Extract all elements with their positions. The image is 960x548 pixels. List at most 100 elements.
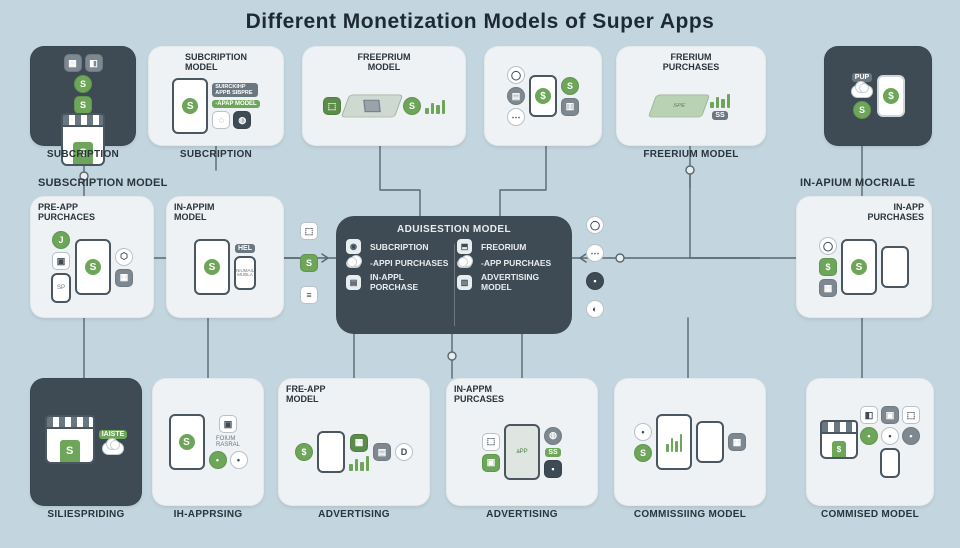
card-top-title: IN-APPIMMODEL — [174, 202, 276, 222]
card-top-title: FRE-APPMODEL — [286, 384, 422, 404]
hub-side-icon: ⋯ — [586, 244, 604, 262]
cube-icon — [363, 100, 380, 112]
dollar-icon: S — [204, 259, 220, 275]
card-freeprium-model: FREEPRIUMMODEL ⬚ S — [302, 46, 466, 146]
ring-icon: ◯ — [507, 66, 525, 84]
card-frerium-purchases: FRERIUMPURCHASES SPE SS — [616, 46, 766, 146]
hub-item: -APPI PURCHASES — [370, 258, 451, 268]
hub-item: FREORIUM — [481, 242, 562, 252]
chip-icon: ◌ — [212, 111, 230, 129]
phone-icon — [696, 421, 724, 463]
chip-icon: ⬡ — [115, 248, 133, 266]
storefront-icon: $ — [820, 425, 858, 459]
chip-icon: ◍ — [233, 111, 251, 129]
phone-icon: $ — [529, 75, 557, 117]
phone-icon: S — [172, 78, 208, 134]
hub-side-icon: S — [300, 254, 318, 272]
pill-icon: • — [230, 451, 248, 469]
hub-divider — [454, 244, 455, 326]
dollar-icon: S — [853, 101, 871, 119]
dollar-icon: $ — [295, 443, 313, 461]
card-label: FREERIUM MODEL — [616, 150, 766, 161]
chip-icon: ⋯ — [507, 108, 525, 126]
card-label: COMMISED MODEL — [806, 510, 934, 521]
hub-item: -APP PURCHAES — [481, 258, 562, 268]
sp-badge: SP — [57, 285, 65, 291]
dollar-icon: S — [182, 98, 198, 114]
hub-panel: ADUISESTION MODEL ◉ SUBCRIPTION ⬒ FREORI… — [336, 216, 572, 334]
mini-tag: SS — [545, 448, 560, 457]
cloud-icon — [346, 259, 361, 268]
dollar-icon: S — [403, 97, 421, 115]
barchart-icon — [349, 455, 369, 471]
chip-icon: ⬚ — [482, 433, 500, 451]
hub-side-icon: ◐ — [586, 300, 604, 318]
isometric-platform-icon — [341, 95, 403, 118]
card-top-title: SUBCRIPTIONMODEL — [185, 52, 247, 72]
pill-icon: • — [209, 451, 227, 469]
hub-item-icon: ⬒ — [457, 239, 472, 254]
card-ihapprsing: S ▣ FOIUMRASRAL • • — [152, 378, 264, 506]
hub-right-icons: ◯ ⋯ ▪ ◐ — [586, 216, 604, 318]
card-siliespriding: S IAISTE — [30, 378, 142, 506]
dollar-icon: $ — [535, 88, 551, 104]
hub-side-icon: ▪ — [586, 272, 604, 290]
section-label: IN-APIUM MOCRIALE — [800, 178, 915, 190]
platform-badge: SPE — [672, 104, 686, 109]
hub-side-icon: ⬚ — [300, 222, 318, 240]
chip-icon: ◧ — [860, 406, 878, 424]
phone-icon: NIUMAIL MUBLA — [234, 256, 256, 290]
hub-item: SUBCRIPTION — [370, 242, 451, 252]
isometric-platform-icon: SPE — [648, 95, 710, 118]
card-inapp-purchases: IN-APPPURCHASES ◯ $ ▦ S — [796, 196, 932, 318]
chip-icon: ▦ — [819, 279, 837, 297]
card-subscription-model: SUBCRIPTIONMODEL S SUIRCKIHP APPB SIBPRE… — [148, 46, 284, 146]
chip-icon: ⬚ — [902, 406, 920, 424]
chip-icon: ▣ — [219, 415, 237, 433]
chip-icon: ▣ — [881, 406, 899, 424]
card-label: COMMISSIING MODEL — [614, 510, 766, 521]
micro-text: FOIUMRASRAL — [216, 436, 240, 448]
cloud-icon — [851, 85, 873, 98]
hub-side-icon: ◯ — [586, 216, 604, 234]
phone-icon — [656, 414, 692, 470]
chip-icon: ◍ — [544, 427, 562, 445]
hub-left-icons: ⬚ S ≡ — [300, 222, 318, 304]
storefront-icon: S — [45, 420, 95, 464]
card-top-title: IN-APPMPURCASES — [454, 384, 590, 404]
cloud-icon — [457, 259, 472, 268]
card-top-title: PRE-APPPURCHACES — [38, 202, 146, 222]
card-top-title: IN-APPPURCHASES — [804, 202, 924, 222]
section-label: SUBSCRIPTION MODEL — [38, 178, 168, 190]
dollar-icon: S — [179, 434, 195, 450]
hub-item-icon: ◉ — [346, 239, 361, 254]
card-label: ADVERTISING — [446, 510, 598, 521]
chip-icon: ▣ — [52, 252, 70, 270]
d-badge-icon: D — [395, 443, 413, 461]
card-inappm-purcases: IN-APPMPURCASES ⬚ ▣ aPP ◍ SS ▪ — [446, 378, 598, 506]
card-commised-model: $ ◧ ▣ ⬚ • • • — [806, 378, 934, 506]
badge-j-icon: J — [52, 231, 70, 249]
mini-tag: -APAP MODEL — [212, 100, 259, 108]
card-subscription-dark: ▦ ◧ S S S — [30, 46, 136, 146]
dollar-icon: S — [85, 259, 101, 275]
pill-icon: • — [902, 427, 920, 445]
card-label: SILIESPRIDING — [30, 510, 142, 521]
hub-title: ADUISESTION MODEL — [346, 224, 562, 235]
phone-icon — [317, 431, 345, 473]
phone-icon — [880, 448, 900, 478]
barchart-icon — [710, 92, 730, 108]
hub-item-icon: ▥ — [457, 275, 472, 290]
phone-icon: $ — [877, 75, 905, 117]
store-door-icon: S — [60, 440, 80, 462]
hub-item-icon: ▤ — [346, 275, 361, 290]
app-label: aPP — [516, 449, 527, 455]
card-preapp-purchases: PRE-APPPURCHACES J ▣ SP S ⬡ ▦ — [30, 196, 154, 318]
chip-icon: ▪ — [544, 460, 562, 478]
phone-icon: S — [194, 239, 230, 295]
hub-item: IN-APPL PORCHASE — [370, 272, 451, 292]
mini-tag: HEL — [235, 244, 255, 253]
dollar-icon: S — [74, 75, 92, 93]
pill-icon: • — [634, 423, 652, 441]
phone-icon: S — [169, 414, 205, 470]
